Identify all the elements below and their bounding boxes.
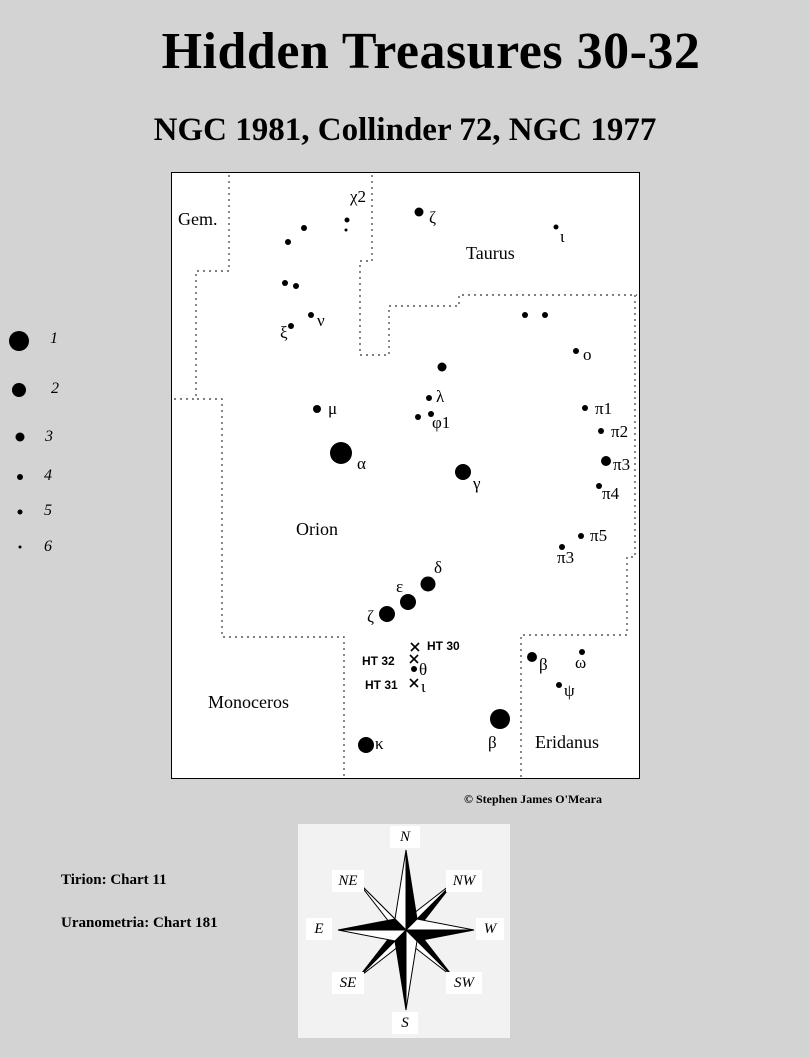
uranometria-reference: Uranometria: Chart 181 — [61, 915, 218, 931]
compass-rose: N NE NW E W SE SW S — [298, 824, 510, 1038]
star-label: ο — [583, 345, 592, 364]
star-label: κ — [375, 734, 384, 753]
star-label: β — [539, 655, 548, 674]
legend-mag-5: 5 — [44, 502, 52, 519]
star — [301, 225, 307, 231]
star-chart: Gem. Taurus Orion Monoceros Eridanus χ2 … — [171, 172, 640, 779]
star — [414, 207, 424, 217]
chart-graphics — [174, 175, 637, 778]
star-label: π5 — [590, 526, 608, 545]
star — [293, 283, 299, 289]
compass-star-icon — [337, 849, 475, 1011]
star-label: ζ — [429, 208, 437, 227]
star — [601, 456, 611, 466]
star — [308, 312, 314, 318]
copyright: © Stephen James O'Meara — [464, 792, 602, 806]
compass-southeast: SE — [332, 972, 364, 994]
star — [596, 483, 602, 489]
compass-northeast: NE — [332, 870, 364, 892]
star — [379, 606, 395, 622]
constellation-eridanus: Eridanus — [535, 732, 599, 752]
star-label: ξ — [280, 323, 288, 342]
compass-east: E — [306, 918, 332, 940]
star — [428, 411, 434, 417]
star — [288, 323, 294, 329]
star-label: β — [488, 733, 497, 752]
star-label: λ — [436, 387, 445, 406]
star — [542, 312, 548, 318]
star-label: ω — [575, 653, 587, 672]
star — [455, 464, 471, 480]
star — [522, 312, 528, 318]
object-label-ht30: HT 30 — [427, 639, 460, 653]
star-label: χ2 — [350, 187, 367, 206]
compass-northwest: NW — [446, 870, 482, 892]
legend-dots — [9, 331, 29, 549]
star-label: π1 — [595, 399, 613, 418]
object-markers — [409, 642, 420, 688]
star-label: α — [357, 454, 366, 473]
legend-mag-2: 2 — [51, 380, 59, 397]
compass-north: N — [390, 826, 420, 848]
constellation-gem: Gem. — [178, 209, 218, 229]
star — [437, 362, 447, 372]
constellation-taurus: Taurus — [466, 243, 515, 263]
star-label: π2 — [611, 422, 629, 441]
page-title: Hidden Treasures 30-32 — [161, 23, 701, 80]
star-label: ψ — [564, 681, 575, 700]
star — [527, 652, 537, 662]
star — [556, 682, 562, 688]
star-label: γ — [473, 474, 481, 493]
star-label: θ — [419, 660, 428, 679]
star — [579, 649, 585, 655]
star — [330, 442, 352, 464]
star — [344, 217, 350, 223]
star — [582, 405, 588, 411]
star — [420, 576, 436, 592]
star-label: π3 — [557, 548, 575, 567]
legend-mag-1: 1 — [50, 330, 58, 347]
constellation-boundaries — [174, 175, 637, 778]
star — [598, 428, 604, 434]
star-label: π4 — [602, 484, 620, 503]
star — [559, 544, 565, 550]
star — [411, 666, 417, 672]
star — [426, 395, 432, 401]
compass-southwest: SW — [446, 972, 482, 994]
compass-west: W — [476, 918, 504, 940]
star — [578, 533, 584, 539]
object-label-ht32: HT 32 — [362, 654, 395, 668]
page-subtitle: NGC 1981, Collinder 72, NGC 1977 — [153, 112, 657, 148]
constellation-monoceros: Monoceros — [208, 692, 289, 712]
star — [553, 224, 559, 230]
star — [573, 348, 579, 354]
star-label: ι — [421, 677, 426, 696]
compass-south: S — [392, 1012, 418, 1034]
legend-mag-6: 6 — [44, 538, 52, 555]
star — [400, 594, 416, 610]
constellation-orion: Orion — [296, 519, 338, 539]
star — [313, 405, 321, 413]
star — [358, 737, 374, 753]
star-label: δ — [434, 558, 443, 577]
object-label-ht31: HT 31 — [365, 678, 398, 692]
star — [415, 414, 421, 420]
star-label: ν — [317, 311, 325, 330]
star-label: ζ — [367, 607, 375, 626]
star — [282, 280, 288, 286]
star — [285, 239, 291, 245]
star-markers — [282, 207, 611, 753]
star — [344, 228, 348, 232]
tirion-reference: Tirion: Chart 11 — [61, 872, 167, 888]
star-label: ε — [396, 577, 404, 596]
star-label: π3 — [613, 455, 631, 474]
star-label: μ — [328, 399, 338, 418]
star — [490, 709, 510, 729]
legend-mag-4: 4 — [44, 467, 52, 484]
star-label: φ1 — [432, 413, 451, 432]
legend-mag-3: 3 — [45, 428, 53, 445]
star-label: ι — [560, 227, 565, 246]
